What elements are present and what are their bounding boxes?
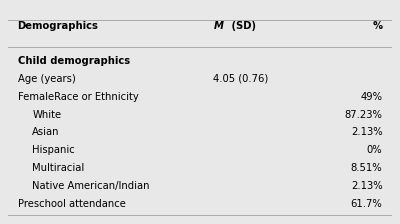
Text: White: White	[32, 110, 61, 120]
Text: 61.7%: 61.7%	[351, 199, 382, 209]
Text: 87.23%: 87.23%	[344, 110, 382, 120]
Text: %: %	[372, 21, 382, 31]
Text: 49%: 49%	[360, 92, 382, 102]
Text: (SD): (SD)	[228, 21, 256, 31]
Text: Child demographics: Child demographics	[18, 56, 130, 66]
Text: Demographics: Demographics	[18, 21, 98, 31]
Text: 2.13%: 2.13%	[351, 181, 382, 191]
Text: Preschool attendance: Preschool attendance	[18, 199, 126, 209]
Text: 2.13%: 2.13%	[351, 127, 382, 138]
Text: FemaleRace or Ethnicity: FemaleRace or Ethnicity	[18, 92, 138, 102]
Text: Asian: Asian	[32, 127, 60, 138]
Text: Age (years): Age (years)	[18, 74, 75, 84]
Text: 8.51%: 8.51%	[351, 163, 382, 173]
Text: Multiracial: Multiracial	[32, 163, 84, 173]
Text: Hispanic: Hispanic	[32, 145, 75, 155]
Text: M: M	[214, 21, 224, 31]
Text: Native American/Indian: Native American/Indian	[32, 181, 150, 191]
Text: 0%: 0%	[367, 145, 382, 155]
Text: 4.05 (0.76): 4.05 (0.76)	[214, 74, 269, 84]
